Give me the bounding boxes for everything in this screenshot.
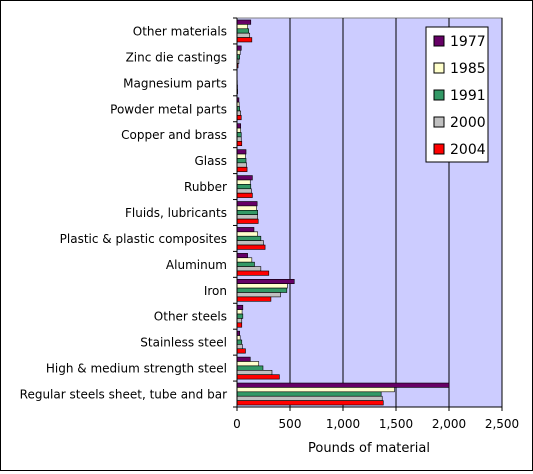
bar-other-steels-1985 bbox=[237, 310, 242, 314]
bar-fluids-lubricants-1985 bbox=[237, 206, 257, 210]
bar-stainless-steel-2004 bbox=[237, 349, 245, 353]
bar-glass-1977 bbox=[237, 150, 246, 154]
category-label-other-steels: Other steels bbox=[154, 310, 227, 324]
legend-swatch-2000 bbox=[434, 117, 444, 127]
bar-powder-metal-parts-2000 bbox=[237, 111, 241, 115]
bar-copper-and-brass-1991 bbox=[237, 133, 241, 137]
legend-label-2004: 2004 bbox=[450, 142, 486, 158]
bar-iron-1977 bbox=[237, 279, 294, 283]
bar-other-materials-1977 bbox=[237, 20, 251, 24]
bar-plastic-plastic-composites-2004 bbox=[237, 245, 265, 249]
bar-rubber-2000 bbox=[237, 189, 251, 193]
legend-swatch-1977 bbox=[434, 36, 444, 46]
legend-swatch-2004 bbox=[434, 144, 444, 154]
category-label-rubber: Rubber bbox=[184, 180, 227, 194]
bar-zinc-die-castings-1977 bbox=[237, 46, 241, 50]
bar-rubber-1977 bbox=[237, 176, 252, 180]
bar-copper-and-brass-1977 bbox=[237, 124, 241, 128]
bar-aluminum-1977 bbox=[237, 253, 248, 257]
bar-high-medium-strength-steel-1991 bbox=[237, 366, 263, 370]
bar-aluminum-2000 bbox=[237, 267, 261, 271]
bar-high-medium-strength-steel-1977 bbox=[237, 357, 250, 361]
category-label-copper-and-brass: Copper and brass bbox=[121, 128, 227, 142]
bar-fluids-lubricants-2000 bbox=[237, 215, 258, 219]
category-labels: Regular steels sheet, tube and bar High &… bbox=[20, 25, 227, 402]
bar-copper-and-brass-1985 bbox=[237, 128, 241, 132]
legend-label-2000: 2000 bbox=[450, 115, 486, 131]
legend-label-1985: 1985 bbox=[450, 61, 486, 77]
bar-rubber-1991 bbox=[237, 184, 251, 188]
bar-high-medium-strength-steel-1985 bbox=[237, 362, 259, 366]
bar-aluminum-2004 bbox=[237, 271, 269, 275]
x-tick-label-1-500: 1,500 bbox=[379, 417, 413, 431]
bar-glass-1991 bbox=[237, 158, 246, 162]
bar-other-materials-1991 bbox=[237, 29, 249, 33]
bar-regular-steels-sheet-tube-and-bar-2000 bbox=[237, 396, 382, 400]
bar-glass-2004 bbox=[237, 167, 247, 171]
bar-iron-2004 bbox=[237, 297, 271, 301]
x-tick-label-0: 0 bbox=[233, 417, 241, 431]
x-tick-label-500: 500 bbox=[279, 417, 302, 431]
bar-other-materials-2004 bbox=[237, 38, 252, 42]
bar-powder-metal-parts-2004 bbox=[237, 115, 241, 119]
bar-other-materials-2000 bbox=[237, 33, 250, 37]
bar-other-materials-1985 bbox=[237, 24, 248, 28]
category-label-fluids-lubricants: Fluids, lubricants bbox=[125, 206, 227, 220]
bar-plastic-plastic-composites-1991 bbox=[237, 236, 261, 240]
bar-rubber-1985 bbox=[237, 180, 250, 184]
category-label-stainless-steel: Stainless steel bbox=[140, 336, 227, 350]
legend: 1977 1985 1991 2000 2004 bbox=[426, 27, 488, 162]
legend-swatch-1991 bbox=[434, 90, 444, 100]
bar-aluminum-1985 bbox=[237, 258, 252, 262]
bar-high-medium-strength-steel-2000 bbox=[237, 370, 272, 374]
bar-fluids-lubricants-1977 bbox=[237, 202, 257, 206]
bar-copper-and-brass-2000 bbox=[237, 137, 241, 141]
category-label-magnesium-parts: Magnesium parts bbox=[123, 76, 227, 90]
bar-regular-steels-sheet-tube-and-bar-2004 bbox=[237, 401, 383, 405]
legend-label-1991: 1991 bbox=[450, 88, 486, 104]
bar-glass-2000 bbox=[237, 163, 247, 167]
x-tick-labels: 0 500 1,000 1,500 2,000 2,500 bbox=[233, 417, 519, 431]
x-tick-label-2-500: 2,500 bbox=[485, 417, 519, 431]
bar-regular-steels-sheet-tube-and-bar-1991 bbox=[237, 392, 381, 396]
x-tick-label-2-000: 2,000 bbox=[432, 417, 466, 431]
bar-iron-1991 bbox=[237, 288, 287, 292]
bar-other-steels-1977 bbox=[237, 305, 243, 309]
bar-other-steels-2000 bbox=[237, 318, 242, 322]
x-tick-label-1-000: 1,000 bbox=[326, 417, 360, 431]
category-label-plastic-plastic-composites: Plastic & plastic composites bbox=[60, 232, 227, 246]
bar-plastic-plastic-composites-1977 bbox=[237, 227, 254, 231]
bar-stainless-steel-2000 bbox=[237, 344, 242, 348]
bar-other-steels-2004 bbox=[237, 323, 242, 327]
bar-fluids-lubricants-2004 bbox=[237, 219, 258, 223]
bar-glass-1985 bbox=[237, 154, 245, 158]
bar-fluids-lubricants-1991 bbox=[237, 210, 258, 214]
category-label-aluminum: Aluminum bbox=[166, 258, 227, 272]
bar-high-medium-strength-steel-2004 bbox=[237, 375, 279, 379]
bar-regular-steels-sheet-tube-and-bar-1977 bbox=[237, 383, 449, 387]
category-label-high-medium-strength-steel: High & medium strength steel bbox=[46, 362, 227, 376]
bar-regular-steels-sheet-tube-and-bar-1985 bbox=[237, 387, 394, 391]
category-label-iron: Iron bbox=[204, 284, 227, 298]
category-label-zinc-die-castings: Zinc die castings bbox=[126, 50, 227, 64]
category-label-regular-steels-sheet-tube-and-bar: Regular steels sheet, tube and bar bbox=[20, 388, 227, 402]
bar-rubber-2004 bbox=[237, 193, 252, 197]
legend-label-1977: 1977 bbox=[450, 34, 486, 50]
bar-iron-2000 bbox=[237, 293, 280, 297]
bar-stainless-steel-1991 bbox=[237, 340, 242, 344]
category-label-other-materials: Other materials bbox=[133, 25, 227, 39]
category-label-powder-metal-parts: Powder metal parts bbox=[110, 102, 227, 116]
legend-swatch-1985 bbox=[434, 63, 444, 73]
bar-aluminum-1991 bbox=[237, 262, 254, 266]
category-label-glass: Glass bbox=[195, 154, 228, 168]
x-axis-title: Pounds of material bbox=[308, 441, 430, 456]
bar-other-steels-1991 bbox=[237, 314, 243, 318]
bar-plastic-plastic-composites-2000 bbox=[237, 241, 264, 245]
bar-copper-and-brass-2004 bbox=[237, 141, 242, 145]
bar-iron-1985 bbox=[237, 284, 287, 288]
bar-plastic-plastic-composites-1985 bbox=[237, 232, 258, 236]
